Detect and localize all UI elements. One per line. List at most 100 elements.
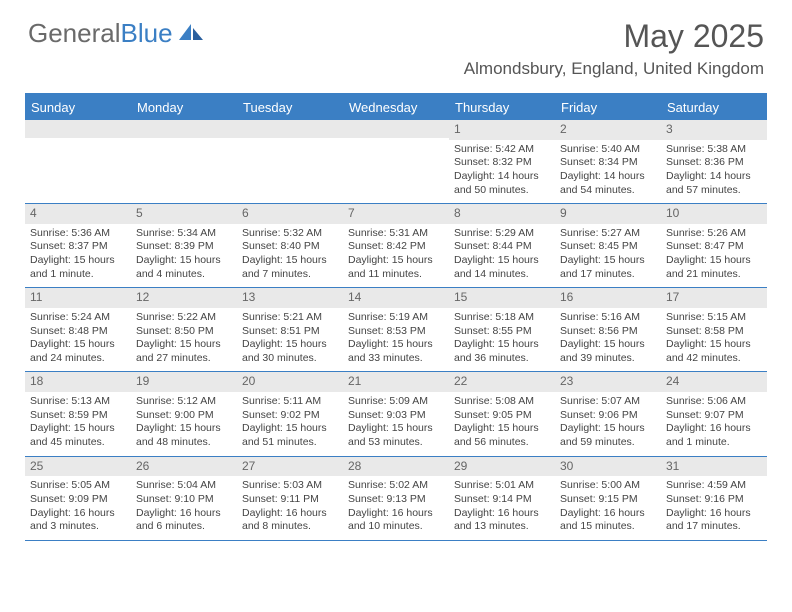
day-number: 30: [555, 457, 661, 477]
day-cell-2: 2Sunrise: 5:40 AMSunset: 8:34 PMDaylight…: [555, 120, 661, 203]
day-info: Sunrise: 5:06 AMSunset: 9:07 PMDaylight:…: [661, 392, 767, 456]
day-info: Sunrise: 5:32 AMSunset: 8:40 PMDaylight:…: [237, 224, 343, 288]
day-number: 29: [449, 457, 555, 477]
day-cell-3: 3Sunrise: 5:38 AMSunset: 8:36 PMDaylight…: [661, 120, 767, 203]
day-cell-25: 25Sunrise: 5:05 AMSunset: 9:09 PMDayligh…: [25, 457, 131, 540]
dow-friday: Friday: [555, 95, 661, 120]
day-number: 7: [343, 204, 449, 224]
day-info: Sunrise: 5:03 AMSunset: 9:11 PMDaylight:…: [237, 476, 343, 540]
dow-saturday: Saturday: [661, 95, 767, 120]
day-number: 6: [237, 204, 343, 224]
day-number: 24: [661, 372, 767, 392]
day-info: Sunrise: 5:27 AMSunset: 8:45 PMDaylight:…: [555, 224, 661, 288]
day-info: Sunrise: 5:12 AMSunset: 9:00 PMDaylight:…: [131, 392, 237, 456]
day-info: Sunrise: 5:02 AMSunset: 9:13 PMDaylight:…: [343, 476, 449, 540]
day-number: 19: [131, 372, 237, 392]
day-cell-31: 31Sunrise: 4:59 AMSunset: 9:16 PMDayligh…: [661, 457, 767, 540]
day-cell-27: 27Sunrise: 5:03 AMSunset: 9:11 PMDayligh…: [237, 457, 343, 540]
day-info: Sunrise: 5:36 AMSunset: 8:37 PMDaylight:…: [25, 224, 131, 288]
day-cell-15: 15Sunrise: 5:18 AMSunset: 8:55 PMDayligh…: [449, 288, 555, 371]
week-row: 4Sunrise: 5:36 AMSunset: 8:37 PMDaylight…: [25, 204, 767, 288]
day-info: Sunrise: 5:24 AMSunset: 8:48 PMDaylight:…: [25, 308, 131, 372]
day-number: 23: [555, 372, 661, 392]
week-row: 1Sunrise: 5:42 AMSunset: 8:32 PMDaylight…: [25, 120, 767, 204]
day-cell-18: 18Sunrise: 5:13 AMSunset: 8:59 PMDayligh…: [25, 372, 131, 455]
day-info: Sunrise: 5:31 AMSunset: 8:42 PMDaylight:…: [343, 224, 449, 288]
day-number: 20: [237, 372, 343, 392]
day-number: 1: [449, 120, 555, 140]
day-cell-23: 23Sunrise: 5:07 AMSunset: 9:06 PMDayligh…: [555, 372, 661, 455]
day-info: Sunrise: 5:18 AMSunset: 8:55 PMDaylight:…: [449, 308, 555, 372]
dow-sunday: Sunday: [25, 95, 131, 120]
dow-thursday: Thursday: [449, 95, 555, 120]
day-cell-1: 1Sunrise: 5:42 AMSunset: 8:32 PMDaylight…: [449, 120, 555, 203]
day-cell-20: 20Sunrise: 5:11 AMSunset: 9:02 PMDayligh…: [237, 372, 343, 455]
day-of-week-header: SundayMondayTuesdayWednesdayThursdayFrid…: [25, 95, 767, 120]
day-cell-10: 10Sunrise: 5:26 AMSunset: 8:47 PMDayligh…: [661, 204, 767, 287]
day-info: Sunrise: 5:21 AMSunset: 8:51 PMDaylight:…: [237, 308, 343, 372]
day-number: 17: [661, 288, 767, 308]
day-cell-28: 28Sunrise: 5:02 AMSunset: 9:13 PMDayligh…: [343, 457, 449, 540]
day-number: 5: [131, 204, 237, 224]
day-cell-8: 8Sunrise: 5:29 AMSunset: 8:44 PMDaylight…: [449, 204, 555, 287]
day-number: 12: [131, 288, 237, 308]
day-cell-29: 29Sunrise: 5:01 AMSunset: 9:14 PMDayligh…: [449, 457, 555, 540]
day-info: Sunrise: 4:59 AMSunset: 9:16 PMDaylight:…: [661, 476, 767, 540]
logo: GeneralBlue: [28, 18, 205, 49]
day-number: 25: [25, 457, 131, 477]
day-info: Sunrise: 5:29 AMSunset: 8:44 PMDaylight:…: [449, 224, 555, 288]
dow-wednesday: Wednesday: [343, 95, 449, 120]
day-cell-14: 14Sunrise: 5:19 AMSunset: 8:53 PMDayligh…: [343, 288, 449, 371]
logo-text-1: General: [28, 18, 121, 49]
day-cell-30: 30Sunrise: 5:00 AMSunset: 9:15 PMDayligh…: [555, 457, 661, 540]
day-info: Sunrise: 5:08 AMSunset: 9:05 PMDaylight:…: [449, 392, 555, 456]
day-number: 22: [449, 372, 555, 392]
month-title: May 2025: [464, 18, 764, 55]
day-info: Sunrise: 5:42 AMSunset: 8:32 PMDaylight:…: [449, 140, 555, 204]
day-info: Sunrise: 5:22 AMSunset: 8:50 PMDaylight:…: [131, 308, 237, 372]
day-number: 3: [661, 120, 767, 140]
day-number: [25, 120, 131, 138]
empty-cell: [343, 120, 449, 203]
day-cell-12: 12Sunrise: 5:22 AMSunset: 8:50 PMDayligh…: [131, 288, 237, 371]
day-number: 2: [555, 120, 661, 140]
day-number: 18: [25, 372, 131, 392]
day-number: 13: [237, 288, 343, 308]
day-cell-9: 9Sunrise: 5:27 AMSunset: 8:45 PMDaylight…: [555, 204, 661, 287]
day-info: Sunrise: 5:04 AMSunset: 9:10 PMDaylight:…: [131, 476, 237, 540]
day-number: 11: [25, 288, 131, 308]
day-number: 21: [343, 372, 449, 392]
day-info: Sunrise: 5:09 AMSunset: 9:03 PMDaylight:…: [343, 392, 449, 456]
dow-monday: Monday: [131, 95, 237, 120]
day-info: Sunrise: 5:40 AMSunset: 8:34 PMDaylight:…: [555, 140, 661, 204]
day-number: 15: [449, 288, 555, 308]
empty-cell: [237, 120, 343, 203]
day-number: 28: [343, 457, 449, 477]
logo-sail-icon: [177, 18, 205, 49]
day-info: Sunrise: 5:07 AMSunset: 9:06 PMDaylight:…: [555, 392, 661, 456]
day-info: Sunrise: 5:26 AMSunset: 8:47 PMDaylight:…: [661, 224, 767, 288]
day-cell-22: 22Sunrise: 5:08 AMSunset: 9:05 PMDayligh…: [449, 372, 555, 455]
day-number: 26: [131, 457, 237, 477]
logo-text-2: Blue: [121, 18, 173, 49]
day-info: Sunrise: 5:15 AMSunset: 8:58 PMDaylight:…: [661, 308, 767, 372]
week-row: 25Sunrise: 5:05 AMSunset: 9:09 PMDayligh…: [25, 457, 767, 541]
day-number: 8: [449, 204, 555, 224]
day-number: 10: [661, 204, 767, 224]
day-cell-21: 21Sunrise: 5:09 AMSunset: 9:03 PMDayligh…: [343, 372, 449, 455]
day-number: [343, 120, 449, 138]
empty-cell: [131, 120, 237, 203]
day-cell-16: 16Sunrise: 5:16 AMSunset: 8:56 PMDayligh…: [555, 288, 661, 371]
empty-cell: [25, 120, 131, 203]
day-info: Sunrise: 5:34 AMSunset: 8:39 PMDaylight:…: [131, 224, 237, 288]
location: Almondsbury, England, United Kingdom: [464, 59, 764, 79]
day-cell-24: 24Sunrise: 5:06 AMSunset: 9:07 PMDayligh…: [661, 372, 767, 455]
day-cell-26: 26Sunrise: 5:04 AMSunset: 9:10 PMDayligh…: [131, 457, 237, 540]
day-cell-5: 5Sunrise: 5:34 AMSunset: 8:39 PMDaylight…: [131, 204, 237, 287]
day-number: 9: [555, 204, 661, 224]
day-cell-6: 6Sunrise: 5:32 AMSunset: 8:40 PMDaylight…: [237, 204, 343, 287]
day-cell-7: 7Sunrise: 5:31 AMSunset: 8:42 PMDaylight…: [343, 204, 449, 287]
day-number: 4: [25, 204, 131, 224]
week-row: 18Sunrise: 5:13 AMSunset: 8:59 PMDayligh…: [25, 372, 767, 456]
day-cell-11: 11Sunrise: 5:24 AMSunset: 8:48 PMDayligh…: [25, 288, 131, 371]
